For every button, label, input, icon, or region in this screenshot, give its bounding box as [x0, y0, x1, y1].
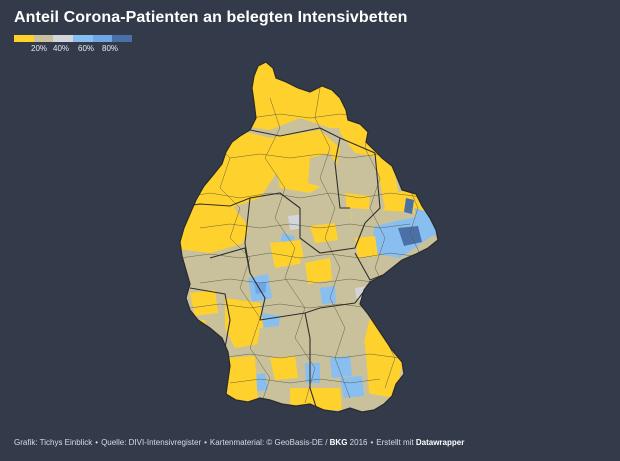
region-saarland[interactable] [180, 320, 210, 343]
region-rhein-main-blue[interactable] [254, 282, 266, 294]
legend-ticks: 20% 40% 60% 80% [14, 43, 134, 55]
chart-title: Anteil Corona-Patienten an belegten Inte… [14, 9, 408, 26]
region-bayern-north-yellow[interactable] [305, 258, 332, 284]
legend-swatch-2 [33, 35, 54, 42]
region-rlp-yellow[interactable] [190, 290, 218, 316]
region-nrw-ruhr[interactable] [192, 224, 222, 248]
region-niederbayern-yellow[interactable] [360, 318, 405, 398]
datawrapper-link[interactable]: Datawrapper [415, 438, 465, 447]
footer-separator: • [204, 438, 207, 447]
legend-tick-40: 40% [52, 44, 70, 53]
legend-tick-60: 60% [77, 44, 95, 53]
region-thueringen-yellow[interactable] [310, 223, 338, 243]
legend-swatch-5 [92, 35, 113, 42]
region-hessen-yellow[interactable] [270, 240, 305, 268]
region-allgaeu-blue[interactable] [305, 363, 320, 383]
legend-color-bar [14, 35, 133, 42]
legend-tick-20: 20% [30, 44, 48, 53]
footer-map-material: Kartenmaterial: © GeoBasis-DE / [209, 438, 328, 447]
footer-separator: • [370, 438, 374, 447]
footer-created-with: Erstellt mit [376, 438, 414, 447]
district-regions [180, 62, 438, 412]
region-muenchen-blue[interactable] [330, 356, 352, 378]
region-wuerttemberg-yellow[interactable] [270, 356, 298, 380]
legend-swatch-1 [14, 35, 34, 42]
legend-tick-80: 80% [101, 44, 119, 53]
region-sachsen-yellow[interactable] [355, 236, 378, 258]
footer-bkg: BKG [329, 438, 348, 447]
legend-swatch-3 [53, 35, 74, 42]
footer-separator: • [95, 438, 99, 447]
region-oberbayern-blue[interactable] [340, 376, 364, 398]
region-bw-southwest-yellow[interactable] [225, 356, 258, 403]
legend-swatch-6 [112, 35, 133, 42]
footer-year: 2016 [349, 438, 368, 447]
color-legend: 20% 40% 60% 80% [14, 35, 134, 57]
footer-credits: Grafik: Tichys Einblick • Quelle: DIVI-Int… [14, 438, 610, 447]
region-bayern-north-blue[interactable] [320, 286, 336, 304]
region-sachsen-east-darkblue[interactable] [404, 198, 414, 214]
footer-source: Quelle: DIVI-Intensivregister [101, 438, 202, 447]
region-niedersachsen-east[interactable] [308, 153, 340, 188]
region-sachsen-darkblue[interactable] [398, 226, 422, 246]
germany-map[interactable] [170, 58, 450, 428]
region-wuerttemberg[interactable] [255, 323, 315, 388]
footer-graphic: Grafik: Tichys Einblick [14, 438, 93, 447]
legend-swatch-4 [73, 35, 93, 42]
state-borders [180, 127, 421, 412]
region-schwaben-yellow[interactable] [315, 388, 342, 410]
